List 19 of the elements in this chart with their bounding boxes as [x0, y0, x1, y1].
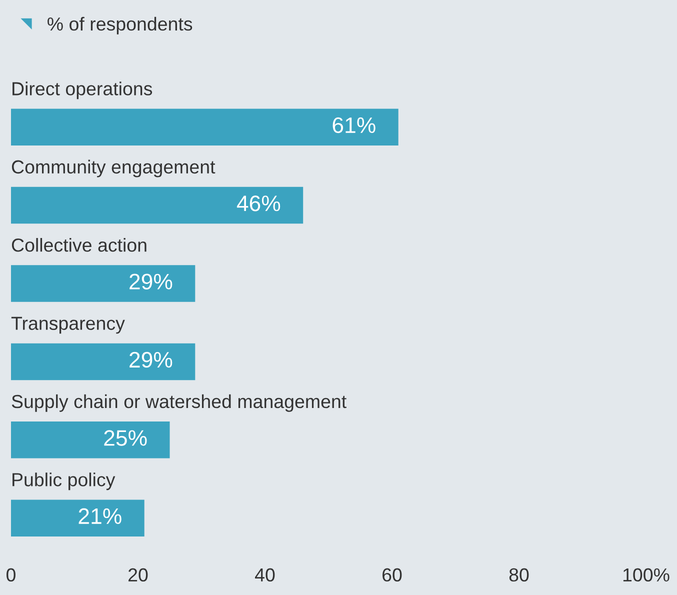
y-tick-label: Community engagement [12, 160, 216, 178]
x-tick-label: 80 [509, 568, 529, 582]
data-label: 61% [332, 117, 376, 134]
x-tick-label: 20 [128, 568, 148, 582]
x-tick-label: 60 [382, 568, 402, 582]
data-label: 21% [78, 508, 122, 524]
data-label: 25% [104, 430, 147, 446]
y-tick-label: Supply chain or watershed management [12, 394, 346, 412]
data-label: 46% [236, 196, 280, 212]
data-label: 29% [130, 352, 172, 368]
x-tick-label: 0 [6, 568, 16, 582]
y-tick-label: Direct operations [12, 82, 152, 100]
y-tick-label: Collective action [12, 238, 146, 252]
legend-label: % of respondents [48, 16, 192, 34]
y-tick-label: Public policy [12, 472, 116, 490]
x-tick-label: 40 [255, 568, 275, 582]
y-tick-label: Transparency [11, 316, 125, 334]
x-tick-label: 100% [623, 568, 670, 582]
data-label: 29% [130, 274, 172, 290]
